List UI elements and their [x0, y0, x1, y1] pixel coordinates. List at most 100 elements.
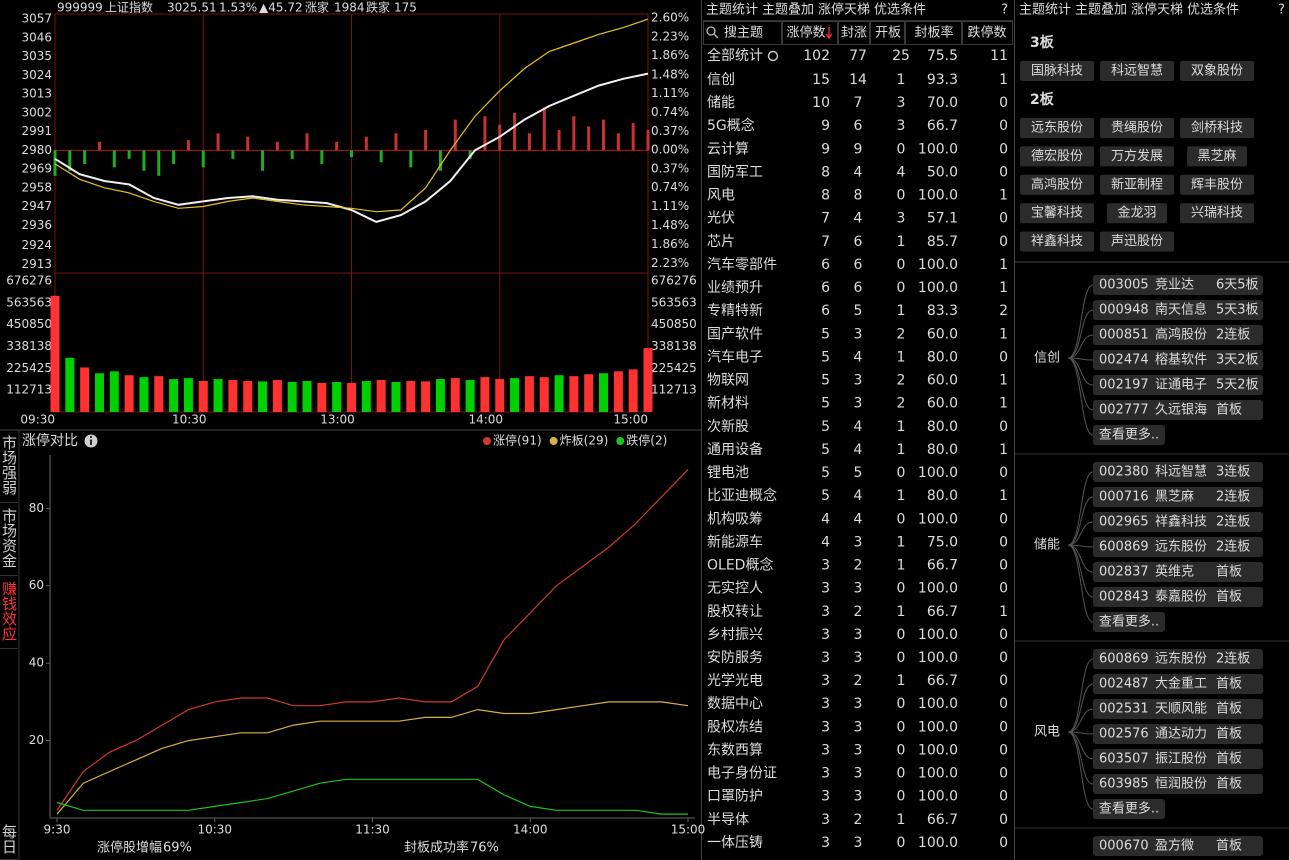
- stock-button[interactable]: [1180, 118, 1254, 138]
- legend-marker[interactable]: [549, 437, 558, 445]
- theme-name[interactable]: 安防服务: [707, 650, 763, 666]
- stock-button-label[interactable]: 万方发展: [1111, 148, 1163, 164]
- stock-item[interactable]: [1093, 487, 1263, 507]
- stock-button-label[interactable]: 祥鑫科技: [1031, 233, 1083, 249]
- stock-button[interactable]: [1020, 61, 1094, 81]
- stock-button[interactable]: [1020, 146, 1094, 167]
- theme-name[interactable]: 储能: [707, 95, 735, 111]
- theme-name[interactable]: OLED概念: [707, 557, 773, 574]
- stock-button[interactable]: [1100, 118, 1174, 138]
- stock-button-label[interactable]: 兴瑞科技: [1191, 206, 1243, 221]
- stock-button[interactable]: [1100, 231, 1174, 252]
- theme-name[interactable]: 东数西算: [707, 742, 763, 758]
- theme-name[interactable]: 全部统计: [707, 47, 763, 64]
- theme-name[interactable]: 专精特新: [707, 303, 763, 319]
- theme-name[interactable]: 股权转让: [707, 604, 763, 620]
- side-tab[interactable]: 市场强弱: [0, 433, 18, 503]
- theme-name[interactable]: 电子身份证: [707, 766, 777, 782]
- stock-item[interactable]: [1093, 512, 1263, 532]
- theme-name[interactable]: 云计算: [707, 141, 749, 157]
- stock-button[interactable]: [1100, 61, 1174, 81]
- stock-button[interactable]: [1107, 203, 1167, 224]
- more-button[interactable]: [1093, 612, 1165, 632]
- theme-name[interactable]: 乡村振兴: [707, 627, 763, 643]
- theme-name[interactable]: 风电: [707, 188, 735, 204]
- stock-button-label[interactable]: 辉丰股份: [1191, 177, 1243, 192]
- theme-name[interactable]: 口罩防护: [707, 789, 763, 805]
- theme-name[interactable]: 光伏: [707, 211, 735, 227]
- side-tab[interactable]: 每日: [0, 822, 18, 860]
- theme-name[interactable]: 新材料: [707, 396, 749, 412]
- theme-name[interactable]: 数据中心: [707, 696, 763, 712]
- stock-item[interactable]: [1093, 325, 1263, 345]
- theme-name[interactable]: 汽车零部件: [707, 256, 777, 273]
- theme-name[interactable]: 光学光电: [707, 673, 763, 689]
- stock-button[interactable]: [1020, 118, 1094, 138]
- tab[interactable]: 主题统计: [706, 3, 758, 18]
- tab[interactable]: 涨停天梯: [1131, 2, 1183, 18]
- side-tab[interactable]: 赚钱效应: [0, 579, 18, 649]
- stock-button-label[interactable]: 科远智慧: [1111, 63, 1163, 79]
- summary-icon[interactable]: [767, 50, 779, 62]
- info-icon[interactable]: [84, 434, 98, 448]
- theme-name[interactable]: 无实控人: [707, 581, 763, 597]
- stock-button-label[interactable]: 声迅股份: [1111, 234, 1163, 249]
- stock-item[interactable]: [1093, 774, 1263, 794]
- stock-item[interactable]: [1093, 462, 1263, 482]
- column-header[interactable]: 涨停数: [786, 25, 825, 41]
- theme-name[interactable]: 汽车电子: [707, 348, 763, 365]
- stock-button-label[interactable]: 远东股份: [1031, 121, 1083, 136]
- tab[interactable]: ?: [1278, 3, 1285, 18]
- stock-button-label[interactable]: 国脉科技: [1031, 64, 1083, 79]
- theme-name[interactable]: 国防军工: [707, 164, 763, 180]
- theme-name[interactable]: 次新股: [707, 419, 749, 435]
- stock-item[interactable]: [1093, 350, 1263, 370]
- search-icon[interactable]: [706, 26, 719, 39]
- legend-label[interactable]: 跌停(2): [626, 433, 667, 448]
- stock-button-label[interactable]: 德宏股份: [1031, 149, 1083, 164]
- tab[interactable]: 涨停天梯: [818, 2, 870, 18]
- stock-button[interactable]: [1020, 174, 1094, 195]
- theme-name[interactable]: 5G概念: [707, 117, 755, 134]
- stock-item[interactable]: [1093, 275, 1263, 295]
- stock-button[interactable]: [1020, 203, 1094, 224]
- stock-item[interactable]: [1093, 562, 1263, 582]
- legend-marker[interactable]: [616, 437, 625, 445]
- more-button-label[interactable]: 查看更多..: [1099, 427, 1159, 443]
- theme-name[interactable]: 业绩预升: [707, 280, 763, 296]
- column-header[interactable]: 封板率: [914, 25, 953, 41]
- more-button-label[interactable]: 查看更多..: [1099, 801, 1159, 817]
- stock-button[interactable]: [1100, 174, 1174, 195]
- stock-item[interactable]: [1093, 674, 1263, 694]
- stock-item[interactable]: [1093, 649, 1263, 669]
- stock-button-label[interactable]: 贵绳股份: [1111, 121, 1163, 136]
- theme-name[interactable]: 半导体: [707, 812, 749, 828]
- stock-item[interactable]: [1093, 699, 1263, 719]
- stock-item[interactable]: [1093, 749, 1263, 769]
- tab[interactable]: 优选条件: [1187, 2, 1239, 18]
- theme-name[interactable]: 国产软件: [707, 326, 763, 342]
- stock-button[interactable]: [1020, 231, 1094, 252]
- stock-button-label[interactable]: 黑芝麻: [1197, 148, 1236, 164]
- tab[interactable]: ?: [1001, 3, 1008, 18]
- stock-item[interactable]: [1093, 537, 1263, 557]
- theme-name[interactable]: 一体压铸: [707, 835, 763, 851]
- sort-arrow[interactable]: [825, 27, 833, 40]
- stock-item[interactable]: [1093, 400, 1263, 420]
- more-button[interactable]: [1093, 425, 1165, 445]
- tab[interactable]: 主题统计: [1019, 3, 1071, 18]
- more-button[interactable]: [1093, 799, 1165, 819]
- stock-button-label[interactable]: 剑桥科技: [1191, 120, 1243, 136]
- stock-item[interactable]: [1093, 836, 1263, 856]
- stock-button[interactable]: [1180, 174, 1254, 195]
- theme-name[interactable]: 比亚迪概念: [707, 487, 777, 504]
- theme-name[interactable]: 信创: [707, 72, 735, 88]
- legend-label[interactable]: 涨停(91): [493, 433, 542, 448]
- column-header[interactable]: 开板: [875, 26, 901, 41]
- legend-marker[interactable]: [483, 437, 491, 445]
- stock-item[interactable]: [1093, 300, 1263, 320]
- stock-button-label[interactable]: 宝馨科技: [1031, 205, 1083, 221]
- stock-button[interactable]: [1180, 61, 1254, 81]
- side-tab[interactable]: 市场资金: [0, 506, 18, 576]
- theme-name[interactable]: 新能源车: [707, 533, 763, 550]
